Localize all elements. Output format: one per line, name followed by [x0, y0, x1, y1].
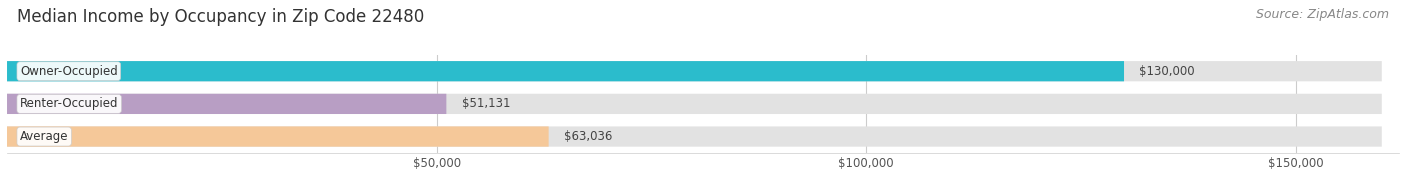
Text: $51,131: $51,131 — [461, 97, 510, 110]
FancyBboxPatch shape — [7, 61, 1123, 81]
Text: $130,000: $130,000 — [1139, 65, 1195, 78]
Text: Renter-Occupied: Renter-Occupied — [20, 97, 118, 110]
Text: Source: ZipAtlas.com: Source: ZipAtlas.com — [1256, 8, 1389, 21]
FancyBboxPatch shape — [7, 126, 548, 147]
Text: $63,036: $63,036 — [564, 130, 613, 143]
FancyBboxPatch shape — [7, 94, 446, 114]
FancyBboxPatch shape — [7, 126, 1382, 147]
Text: Owner-Occupied: Owner-Occupied — [20, 65, 118, 78]
FancyBboxPatch shape — [7, 61, 1382, 81]
Text: Median Income by Occupancy in Zip Code 22480: Median Income by Occupancy in Zip Code 2… — [17, 8, 425, 26]
FancyBboxPatch shape — [7, 94, 1382, 114]
Text: Average: Average — [20, 130, 69, 143]
